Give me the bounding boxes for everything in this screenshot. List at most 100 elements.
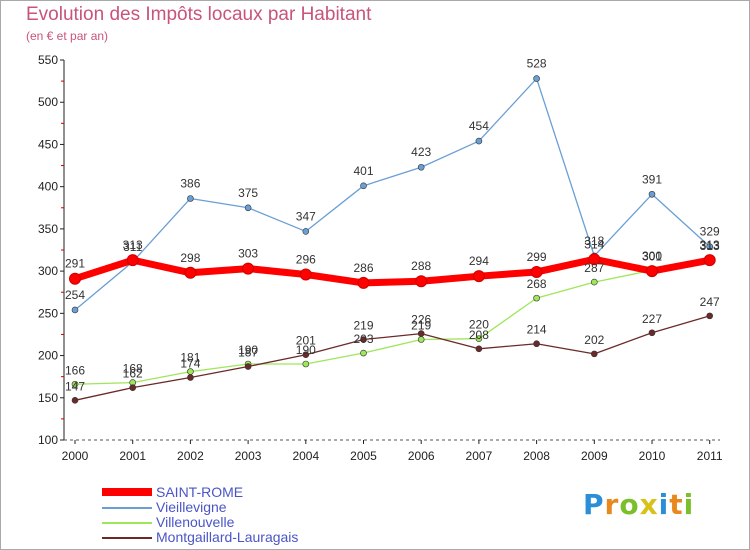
data-label-montgaillard-lauragais: 201 [296, 334, 316, 348]
y-tick-label: 500 [38, 95, 58, 109]
data-label-montgaillard-lauragais: 247 [700, 295, 720, 309]
data-point-montgaillard-lauragais [71, 397, 79, 404]
data-label-vieillevigne: 401 [353, 164, 373, 178]
data-label-saint-rome: 300 [642, 249, 662, 263]
data-label-montgaillard-lauragais: 226 [411, 313, 431, 327]
data-point-saint-rome [588, 253, 601, 266]
data-label-vieillevigne: 375 [238, 186, 258, 200]
data-point-villenouvelle [71, 380, 79, 388]
data-point-montgaillard-lauragais [533, 340, 540, 348]
legend-swatch-montgaillard-lauragais [102, 537, 152, 539]
x-tick-label: 2007 [466, 449, 493, 463]
x-tick-label: 2009 [581, 449, 608, 463]
data-label-montgaillard-lauragais: 202 [584, 333, 604, 347]
axes: 100 150 200 250 300 350 400 450 500 550 2000 2001 20… [38, 53, 723, 463]
legend-swatch-vieillevigne [102, 507, 152, 509]
data-point-montgaillard-lauragais [244, 363, 252, 370]
data-label-saint-rome: 286 [353, 261, 373, 275]
data-point-saint-rome [242, 262, 255, 275]
data-label-vieillevigne: 347 [296, 209, 316, 223]
legend-swatch-saint-rome [102, 488, 152, 496]
data-point-saint-rome [472, 270, 485, 283]
data-label-saint-rome: 298 [180, 251, 200, 265]
series-lines [71, 77, 714, 401]
data-label-vieillevigne: 391 [642, 172, 662, 186]
x-tick-label: 2011 [697, 449, 723, 463]
data-point-saint-rome [126, 254, 139, 267]
data-label-saint-rome: 291 [65, 257, 85, 271]
chart-subtitle: (en € et par an) [26, 29, 109, 43]
data-label-saint-rome: 294 [469, 254, 489, 268]
proxiti-logo: Proxiti [583, 488, 694, 521]
data-point-saint-rome [184, 266, 197, 279]
data-label-vieillevigne: 454 [469, 119, 489, 133]
data-point-montgaillard-lauragais [302, 351, 310, 359]
data-label-montgaillard-lauragais: 174 [180, 357, 200, 371]
data-point-vieillevigne [187, 195, 194, 202]
data-point-saint-rome [357, 276, 370, 289]
x-tick-label: 2008 [523, 449, 550, 463]
series-line-villenouvelle [74, 259, 711, 385]
y-tick-label: 150 [38, 391, 58, 405]
logo-letter: x [639, 488, 659, 521]
data-label-vieillevigne: 329 [700, 225, 720, 239]
x-tick-label: 2005 [350, 449, 377, 463]
data-label-villenouvelle: 190 [238, 343, 258, 357]
data-point-villenouvelle [417, 336, 425, 343]
data-point-saint-rome [703, 254, 716, 267]
logo-letter: r [604, 488, 620, 521]
data-point-montgaillard-lauragais [648, 329, 656, 337]
logo-letter: i [683, 488, 695, 521]
data-label-saint-rome: 296 [296, 252, 316, 266]
data-point-saint-rome [530, 265, 543, 278]
data-label-vieillevigne: 318 [584, 234, 604, 248]
y-tick-label: 400 [38, 180, 58, 194]
data-label-montgaillard-lauragais: 147 [65, 379, 85, 393]
chart-title: Evolution des Impôts locaux par Habitant [26, 4, 372, 25]
data-point-montgaillard-lauragais [187, 374, 194, 381]
x-tick-label: 2006 [408, 449, 435, 463]
data-point-vieillevigne [302, 228, 310, 235]
data-point-villenouvelle [533, 294, 540, 302]
data-label-vieillevigne: 423 [411, 145, 431, 159]
logo-letter: t [669, 488, 684, 521]
data-label-villenouvelle: 219 [411, 319, 431, 333]
data-point-montgaillard-lauragais [590, 350, 598, 358]
series-line-saint-rome [71, 255, 714, 287]
data-label-montgaillard-lauragais: 162 [123, 367, 143, 381]
x-tick-label: 2000 [62, 449, 89, 463]
data-label-villenouvelle: 268 [527, 277, 547, 291]
series-points [69, 75, 716, 404]
data-label-vieillevigne: 311 [123, 240, 142, 254]
data-label-saint-rome: 313 [123, 238, 143, 252]
data-label-villenouvelle: 313 [700, 239, 720, 253]
data-label-saint-rome: 303 [238, 247, 258, 261]
data-label-saint-rome: 299 [527, 250, 547, 264]
x-tick-label: 2010 [639, 449, 666, 463]
y-tick-label: 200 [38, 349, 58, 363]
legend-swatch-villenouvelle [102, 522, 152, 524]
legend-label-vieillevigne: Vieillevigne [156, 499, 227, 515]
data-point-vieillevigne [533, 75, 540, 82]
data-label-montgaillard-lauragais: 219 [353, 319, 373, 333]
y-tick-label: 550 [38, 53, 58, 67]
data-label-villenouvelle: 220 [469, 318, 489, 332]
data-label-montgaillard-lauragais: 214 [527, 323, 547, 337]
data-point-montgaillard-lauragais [360, 336, 367, 343]
data-point-montgaillard-lauragais [475, 345, 483, 353]
data-label-montgaillard-lauragais: 187 [238, 346, 258, 360]
data-point-vieillevigne [648, 190, 656, 198]
data-point-saint-rome [299, 268, 312, 281]
data-point-vieillevigne [71, 306, 79, 314]
data-point-montgaillard-lauragais [417, 330, 425, 337]
data-point-villenouvelle [590, 278, 598, 286]
y-tick-label: 350 [38, 222, 58, 236]
series-line-vieillevigne [74, 77, 711, 311]
logo-letter: i [658, 488, 670, 521]
data-point-montgaillard-lauragais [706, 312, 714, 320]
series-line-montgaillard-lauragais [74, 315, 711, 401]
data-label-saint-rome: 288 [411, 259, 431, 273]
x-tick-label: 2001 [119, 449, 146, 463]
y-tick-label: 450 [38, 137, 58, 151]
data-label-montgaillard-lauragais: 227 [642, 312, 662, 326]
